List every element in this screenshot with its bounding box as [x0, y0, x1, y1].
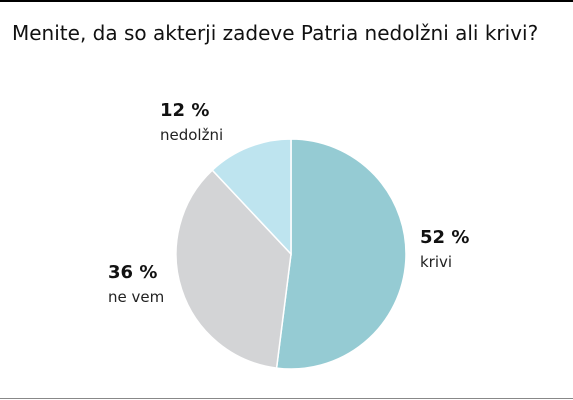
value-label: 12 %	[160, 100, 209, 121]
pie-slice	[175, 169, 292, 369]
chart-title: Menite, da so akterji zadeve Patria nedo…	[12, 21, 538, 45]
pie-slice	[275, 138, 407, 370]
pie-slice	[211, 138, 292, 256]
category-label: ne vem	[108, 288, 164, 306]
category-label: nedolžni	[160, 126, 223, 144]
value-label: 52 %	[420, 227, 469, 248]
value-label: 36 %	[108, 262, 157, 283]
category-label: krivi	[420, 253, 452, 271]
